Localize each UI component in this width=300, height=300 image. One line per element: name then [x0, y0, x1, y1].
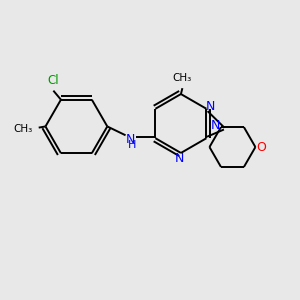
Text: CH₃: CH₃ — [173, 73, 192, 83]
Text: N: N — [211, 119, 220, 132]
Text: O: O — [256, 141, 266, 154]
Text: N: N — [206, 100, 215, 113]
Text: CH₃: CH₃ — [13, 124, 32, 134]
Text: N: N — [126, 133, 136, 146]
Text: N: N — [175, 152, 184, 165]
Text: H: H — [128, 140, 136, 150]
Text: Cl: Cl — [47, 74, 59, 87]
